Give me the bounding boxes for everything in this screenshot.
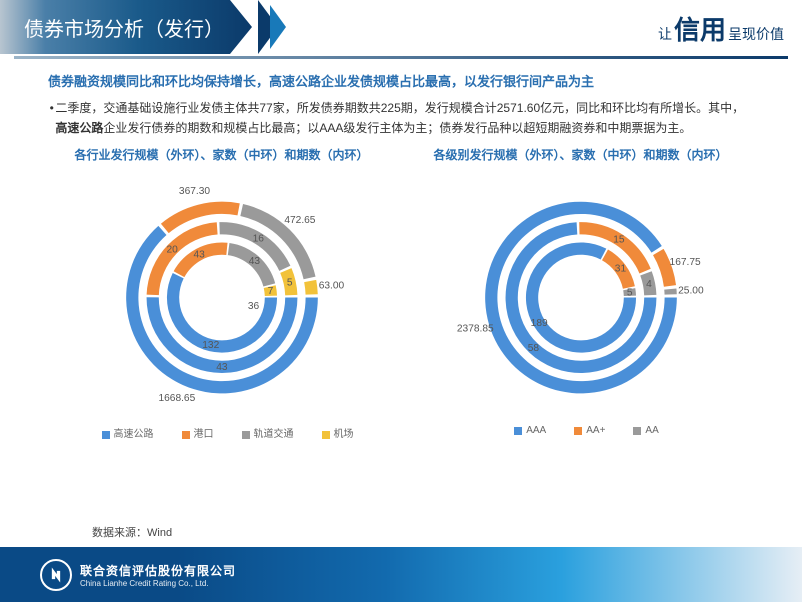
chart-value-label: 43 xyxy=(216,362,228,373)
slogan-big: 信用 xyxy=(674,10,726,47)
chart-left: 各行业发行规模（外环）、家数（中环）和期数（内环） 1668.65 367.30 4… xyxy=(48,146,395,440)
chart-value-label: 4 xyxy=(646,279,652,290)
header-underline xyxy=(14,56,788,59)
bullet-text: 二季度，交通基础设施行业发债主体共77家，所发债券期数共225期，发行规模合计2… xyxy=(55,98,754,139)
ring-outer-seg-2 xyxy=(664,289,677,295)
chart-value-label: 31 xyxy=(614,264,626,275)
chart-right-legend: AAA AA+ AA xyxy=(502,425,659,436)
footer-company-en: China Lianhe Credit Rating Co., Ltd. xyxy=(80,579,236,588)
chart-value-label: 63.00 xyxy=(318,281,344,292)
footer-logo-icon xyxy=(40,559,72,591)
chart-value-label: 36 xyxy=(247,301,259,312)
bullet-dot-icon: • xyxy=(48,98,55,139)
chart-left-svg: 1668.65 367.30 472.65 63.00 43 20 16 5 132 43 43 73… xyxy=(52,165,392,425)
chart-value-label: 43 xyxy=(193,250,205,261)
slogan: 让 信用 呈现价值 xyxy=(658,10,784,47)
chart-left-legend: 高速公路 港口 轨道交通 机场 xyxy=(90,425,354,440)
legend-item: 港口 xyxy=(170,425,214,440)
chart-value-label: 2378.85 xyxy=(456,324,493,335)
chart-right: 各级别发行规模（外环）、家数（中环）和期数（内环） 2378.85167.752… xyxy=(407,146,754,440)
chart-value-label: 5 xyxy=(626,288,632,299)
chart-right-svg: 2378.85 167.75 25.00 58 15 4 189 31 5 xyxy=(411,165,751,425)
footer-name: 联合资信评估股份有限公司 China Lianhe Credit Rating … xyxy=(80,562,236,588)
legend-item: AA xyxy=(621,425,658,436)
chart-value-label: 25.00 xyxy=(678,286,704,297)
legend-item: AA+ xyxy=(562,425,605,436)
legend-item: 机场 xyxy=(310,425,354,440)
chart-value-label: 367.30 xyxy=(178,186,209,197)
data-source: 数据来源：Wind xyxy=(92,524,172,540)
chart-value-label: 1668.65 xyxy=(158,393,195,404)
chart-value-label: 472.65 xyxy=(284,215,315,226)
footer: 联合资信评估股份有限公司 China Lianhe Credit Rating … xyxy=(0,547,802,602)
chart-value-label: 189 xyxy=(530,318,547,329)
footer-company-cn: 联合资信评估股份有限公司 xyxy=(80,562,236,579)
chart-value-label: 58 xyxy=(527,343,539,354)
chart-value-label: 132 xyxy=(202,341,219,352)
chart-value-label: 5 xyxy=(286,278,292,289)
legend-item: 轨道交通 xyxy=(230,425,294,440)
chart-value-label: 7 xyxy=(267,287,273,298)
legend-item: AAA xyxy=(502,425,546,436)
chart-left-title: 各行业发行规模（外环）、家数（中环）和期数（内环） xyxy=(74,146,368,163)
chart-value-label: 167.75 xyxy=(669,257,700,268)
headline: 债券融资规模同比和环比均保持增长，高速公路企业发债规模占比最高，以发行银行间产品… xyxy=(48,72,754,92)
chart-value-label: 20 xyxy=(166,245,178,256)
ring-outer-seg-3 xyxy=(304,280,318,295)
page-title: 债券市场分析（发行） xyxy=(0,0,252,54)
header-arrow-icon-2 xyxy=(270,5,286,49)
chart-value-label: 15 xyxy=(613,235,625,246)
bullet-row: • 二季度，交通基础设施行业发债主体共77家，所发债券期数共225期，发行规模合… xyxy=(48,98,754,139)
content: 债券融资规模同比和环比均保持增长，高速公路企业发债规模占比最高，以发行银行间产品… xyxy=(0,66,802,542)
slogan-suf: 呈现价值 xyxy=(728,24,784,44)
chart-right-title: 各级别发行规模（外环）、家数（中环）和期数（内环） xyxy=(433,146,727,163)
chart-value-label: 43 xyxy=(248,256,260,267)
chart-value-label: 16 xyxy=(252,234,264,245)
ring-inner-seg-0 xyxy=(166,273,276,353)
header: 债券市场分析（发行） 让 信用 呈现价值 xyxy=(0,0,802,54)
legend-item: 高速公路 xyxy=(90,425,154,440)
slogan-pre: 让 xyxy=(658,24,672,44)
charts-row: 各行业发行规模（外环）、家数（中环）和期数（内环） 1668.65 367.30 4… xyxy=(48,146,754,440)
